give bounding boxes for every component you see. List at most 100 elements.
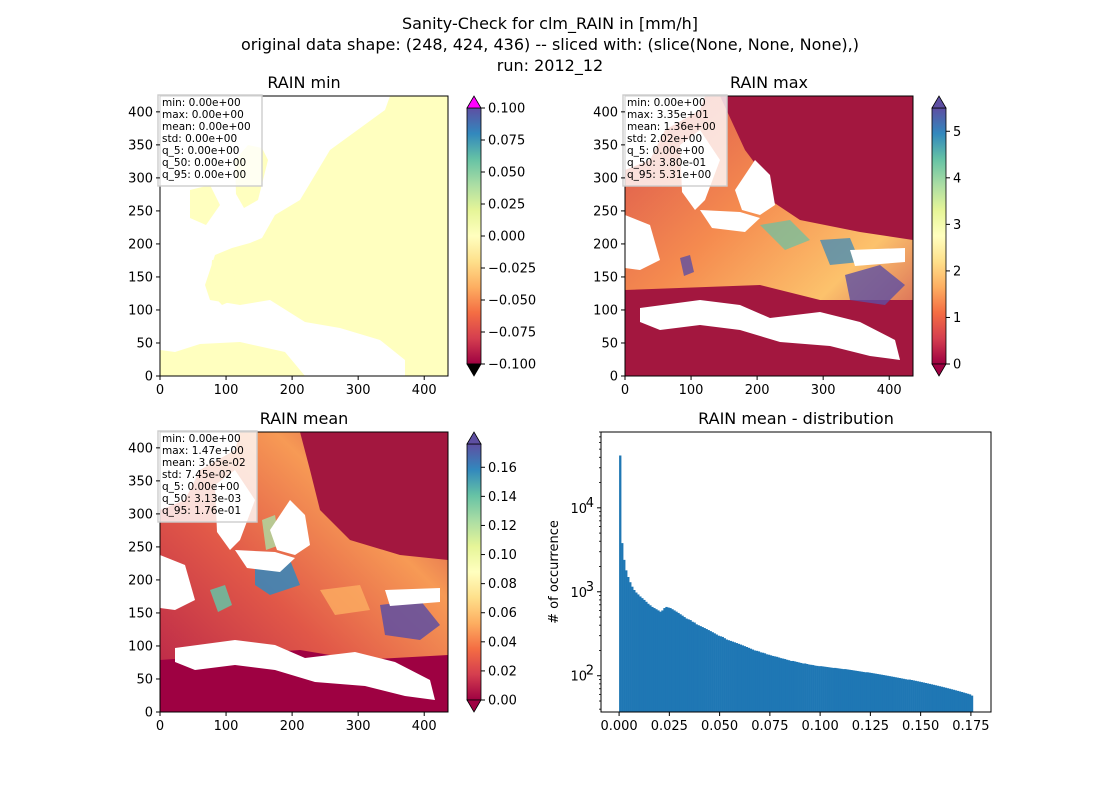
histogram-bar [791, 660, 795, 712]
y-tick-label: 150 [128, 270, 153, 285]
histogram-bar [814, 665, 817, 712]
histogram-bar [826, 667, 829, 712]
histogram-bar [703, 628, 706, 712]
histogram-bar [667, 607, 670, 712]
histogram-bar [711, 632, 714, 712]
histogram-bar [846, 669, 849, 712]
y-tick-label: 400 [593, 105, 618, 120]
histogram-bar [621, 543, 624, 712]
histogram-bar [769, 655, 773, 712]
histogram-bar [964, 693, 968, 712]
histogram-bar [763, 653, 767, 712]
histogram-bar [757, 651, 761, 712]
x-tick-label: 0.025 [651, 719, 688, 734]
histogram-bar [916, 681, 919, 712]
histogram-bar [629, 582, 632, 712]
histogram-bar [687, 619, 690, 712]
histogram-bar [681, 615, 684, 712]
y-tick-label: 10 [570, 670, 587, 685]
stats-box-rain-max: min: 0.00e+00 max: 3.35e+01 mean: 1.36e+… [622, 94, 728, 187]
colorbar-rain-min [466, 95, 482, 377]
histogram-bar [787, 660, 791, 712]
histogram-bars [619, 455, 974, 712]
histogram-bar [822, 666, 825, 712]
histogram-bar [735, 643, 739, 712]
colorbar-extend-min [466, 699, 482, 713]
histogram-bar [635, 592, 638, 712]
colorbar-extend-min [931, 363, 947, 377]
histogram-bar [723, 638, 726, 712]
histogram-bar [641, 598, 644, 712]
x-tick-label: 400 [412, 719, 437, 734]
y-tick-label: 0 [145, 370, 153, 385]
colorbar-tick-label: 0.050 [488, 166, 525, 181]
histogram-bar [679, 614, 682, 712]
y-tick-label: 100 [593, 303, 618, 318]
histogram-bar [719, 636, 722, 712]
x-tick-label: 0 [621, 383, 629, 398]
y-tick-label: 50 [601, 336, 618, 351]
colorbar-tick-label: 0.025 [488, 198, 525, 213]
y-tick-label: 10 [570, 586, 587, 601]
histogram-bar [906, 679, 909, 712]
y-tick-label: 150 [128, 606, 153, 621]
histogram-bar [651, 606, 654, 712]
histogram-bar [900, 678, 903, 712]
histogram-bar [908, 679, 911, 712]
histogram-bar [878, 674, 881, 712]
histogram-bar [659, 611, 662, 712]
histogram-bar [868, 672, 871, 712]
y-tick-label: 100 [128, 303, 153, 318]
y-tick-label: 350 [128, 474, 153, 489]
histogram-bar [743, 646, 747, 712]
stat-line: q_5: 0.00e+00 [162, 481, 239, 493]
histogram-bar [637, 594, 640, 712]
y-tick-label: 0 [145, 706, 153, 721]
stat-line: q_5: 0.00e+00 [627, 145, 704, 157]
histogram-bar [779, 658, 783, 712]
histogram-bar [737, 643, 741, 712]
histogram-bar [862, 671, 865, 712]
stat-line: min: 0.00e+00 [162, 433, 241, 445]
histogram-bar [657, 610, 660, 712]
y-tick-label: 200 [593, 237, 618, 252]
y-tick-label: 100 [128, 639, 153, 654]
histogram-bar [954, 690, 958, 712]
histogram-bar [631, 586, 634, 712]
histogram-bar [665, 606, 668, 712]
stat-line: std: 2.02e+00 [627, 133, 702, 145]
colorbar-tick-label: 4 [953, 171, 961, 186]
histogram-bar [705, 629, 708, 712]
histogram-bar [675, 611, 678, 712]
histogram-bar [663, 608, 666, 712]
y-tick-label: 350 [593, 138, 618, 153]
histogram-bar [932, 684, 936, 712]
y-tick-label: 400 [128, 441, 153, 456]
colorbar-tick-label: −0.050 [488, 294, 536, 309]
x-tick-label: 0.125 [852, 719, 889, 734]
histogram-bar [842, 669, 845, 712]
histogram-bar [685, 618, 688, 712]
panel-title-rain-max: RAIN max [730, 73, 808, 92]
histogram-bar [866, 672, 869, 712]
colorbar-tick-label: 0.075 [488, 134, 525, 149]
y-tick-label: 400 [128, 105, 153, 120]
histogram-bar [970, 695, 974, 712]
stat-line: q_50: 0.00e+00 [162, 157, 246, 169]
histogram-bar [639, 596, 642, 712]
y-tick-label: 200 [128, 237, 153, 252]
histogram-bar [745, 646, 749, 712]
histogram-bar [852, 670, 855, 712]
colorbar-extend-max [466, 431, 482, 445]
x-tick-label: 100 [679, 383, 704, 398]
colorbar-tick-label: 0.14 [488, 490, 517, 505]
histogram-bar [886, 675, 889, 712]
histogram-bar [729, 640, 732, 712]
histogram-bar [892, 676, 895, 712]
colorbar-tick-label: 0.06 [488, 606, 517, 621]
histogram-bar [773, 656, 777, 712]
histogram-bar [645, 601, 648, 712]
stat-line: q_5: 0.00e+00 [162, 145, 239, 157]
histogram-bar [854, 670, 857, 712]
